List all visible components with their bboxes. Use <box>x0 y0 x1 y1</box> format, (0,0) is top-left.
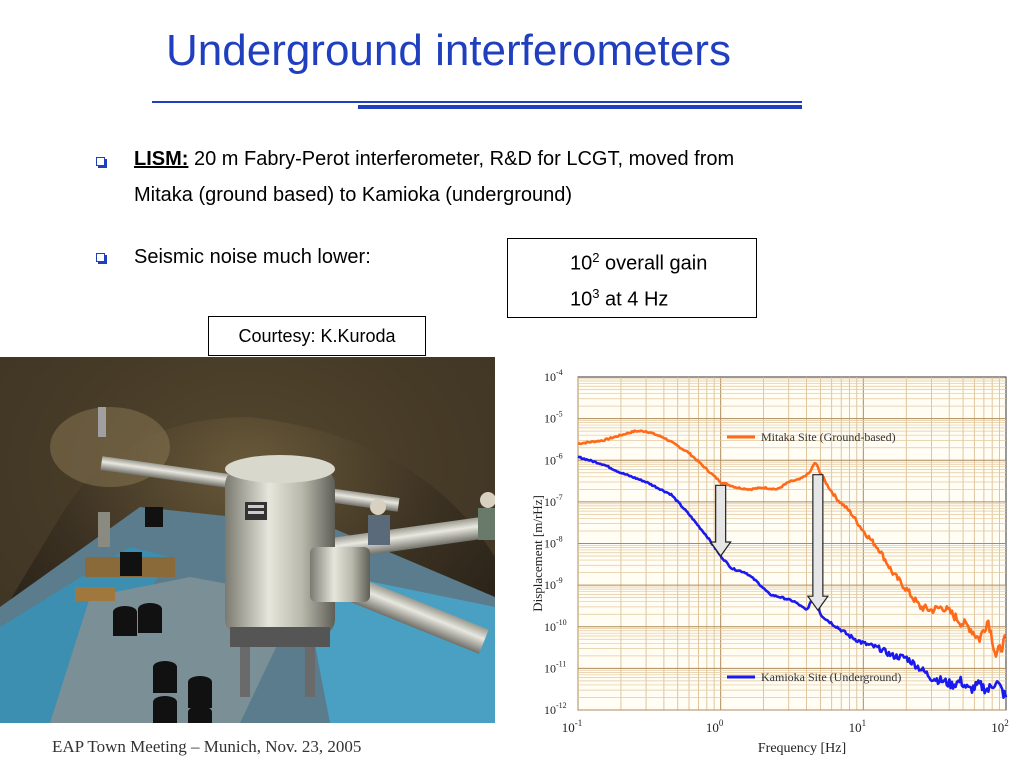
gain-line-1: 102 overall gain <box>570 250 708 275</box>
x-tick-label: 102 <box>991 718 1009 735</box>
bullet-1-text-2: Mitaka (ground based) to Kamioka (underg… <box>134 184 573 206</box>
bullet-marker <box>96 253 106 263</box>
footer-text: EAP Town Meeting – Munich, Nov. 23, 2005 <box>52 737 362 756</box>
series-line-mitaka <box>577 429 1007 658</box>
y-axis-label: Displacement [m/rHz] <box>530 495 545 612</box>
legend-label: Mitaka Site (Ground-based) <box>761 430 896 444</box>
bullet-1-text-1: 20 m Fabry-Perot interferometer, R&D for… <box>188 148 735 170</box>
y-tick-label: 10-5 <box>544 410 563 426</box>
annotation-arrow <box>709 484 732 558</box>
series-line-kamioka <box>577 455 1008 699</box>
annotation-arrow <box>806 474 830 612</box>
legend-label: Kamioka Site (Underground) <box>761 670 901 684</box>
x-tick-label: 101 <box>849 718 867 735</box>
x-axis-label: Frequency [Hz] <box>758 741 846 755</box>
y-tick-label: 10-11 <box>544 659 566 675</box>
noise-chart-svg: 10-1 100 101 102 10-4 10-5 10-6 10-7 10-8 10-9 10-… <box>530 368 1009 756</box>
bullet-1-line-1: LISM: 20 m Fabry-Perot interferometer, R… <box>134 148 734 171</box>
gain-line-2: 103 at 4 Hz <box>570 286 669 311</box>
title-underline-thin <box>152 101 802 103</box>
lism-label: LISM: <box>134 148 189 170</box>
y-tick-label: 10-12 <box>544 701 567 717</box>
noise-chart: 10-1 100 101 102 10-4 10-5 10-6 10-7 10-8 10-9 10-… <box>515 365 1024 756</box>
credit-box: Courtesy: K.Kuroda <box>208 316 426 356</box>
tunnel-photo <box>0 357 495 723</box>
y-tick-label: 10-10 <box>544 618 567 634</box>
y-tick-label: 10-9 <box>544 576 563 592</box>
bullet-marker <box>96 157 106 167</box>
y-tick-label: 10-8 <box>544 535 563 551</box>
tunnel-photo-illustration <box>0 357 495 723</box>
slide-title: Underground interferometers <box>166 26 731 75</box>
gain-box: 102 overall gain 103 at 4 Hz <box>507 238 757 318</box>
y-tick-label: 10-4 <box>544 368 563 384</box>
title-underline-thick <box>358 105 802 109</box>
bullet-2-text: Seismic noise much lower: <box>134 246 371 268</box>
x-tick-label: 10-1 <box>562 718 583 735</box>
y-tick-label: 10-7 <box>544 493 563 509</box>
x-tick-label: 100 <box>706 718 724 735</box>
y-tick-label: 10-6 <box>544 451 563 467</box>
